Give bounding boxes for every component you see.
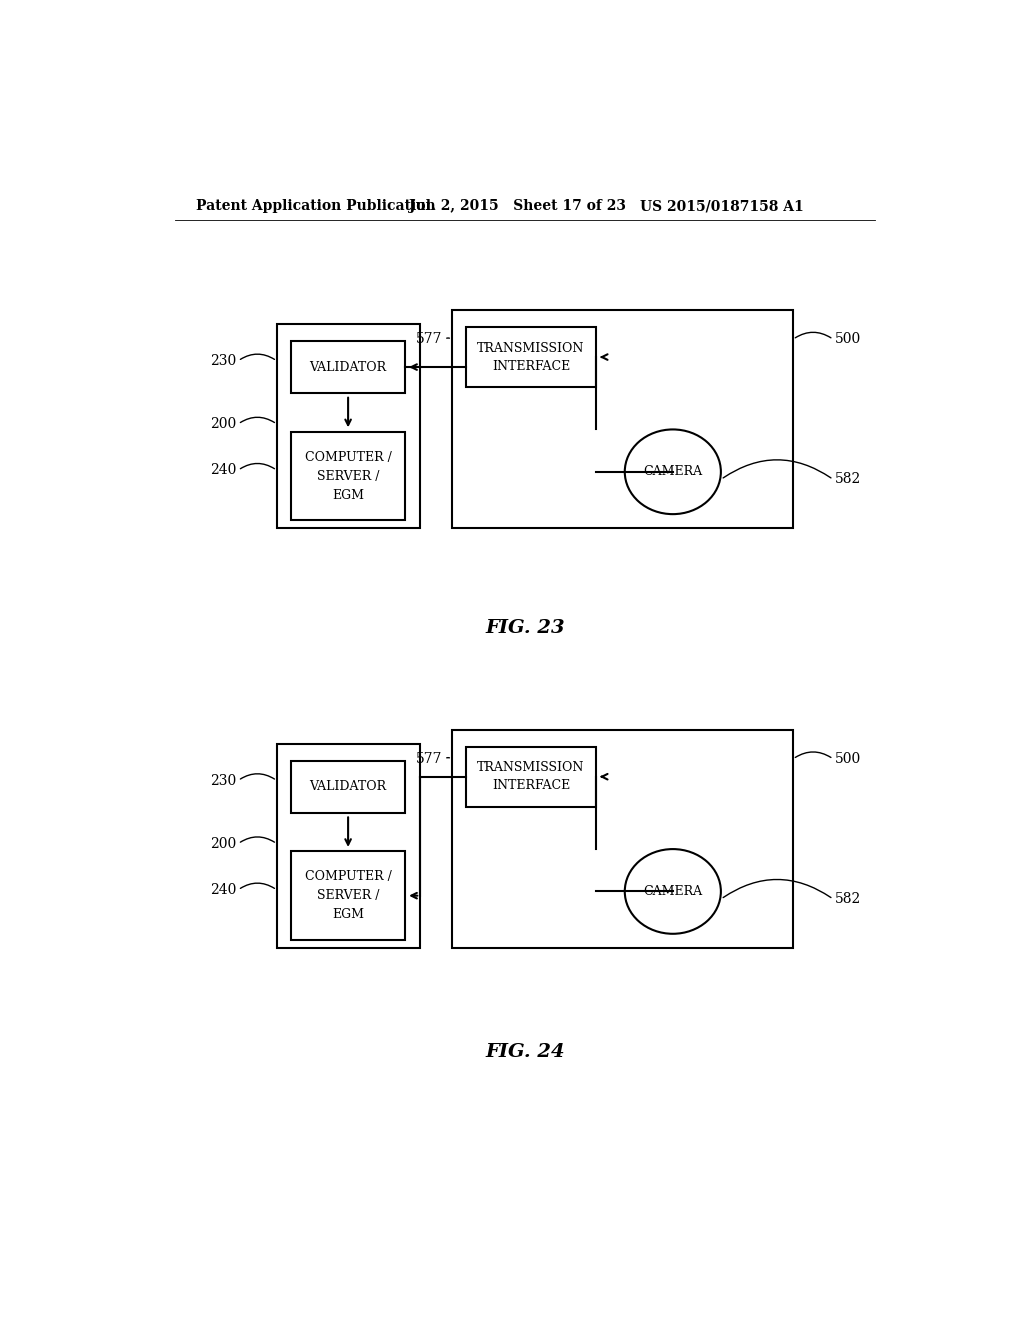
Text: 582: 582 xyxy=(835,473,861,487)
Text: 577: 577 xyxy=(416,752,442,766)
Text: 577: 577 xyxy=(416,333,442,346)
Text: 230: 230 xyxy=(210,774,237,788)
Text: Jul. 2, 2015   Sheet 17 of 23: Jul. 2, 2015 Sheet 17 of 23 xyxy=(409,199,626,213)
Bar xyxy=(452,310,793,528)
Text: FIG. 23: FIG. 23 xyxy=(485,619,564,638)
Text: 500: 500 xyxy=(835,333,861,346)
Text: COMPUTER /
SERVER /
EGM: COMPUTER / SERVER / EGM xyxy=(305,870,391,921)
Text: 230: 230 xyxy=(210,354,237,368)
Text: FIG. 24: FIG. 24 xyxy=(485,1043,564,1060)
Text: 582: 582 xyxy=(835,892,861,906)
Bar xyxy=(466,327,596,387)
Ellipse shape xyxy=(625,849,721,933)
Text: VALIDATOR: VALIDATOR xyxy=(309,360,387,374)
Bar xyxy=(452,730,793,948)
Text: US 2015/0187158 A1: US 2015/0187158 A1 xyxy=(640,199,803,213)
Bar xyxy=(291,341,406,393)
Text: 500: 500 xyxy=(835,752,861,766)
Text: VALIDATOR: VALIDATOR xyxy=(309,780,387,793)
Ellipse shape xyxy=(625,429,721,515)
Text: TRANSMISSION
INTERFACE: TRANSMISSION INTERFACE xyxy=(477,342,585,372)
Text: Patent Application Publication: Patent Application Publication xyxy=(197,199,436,213)
Bar xyxy=(466,747,596,807)
Bar xyxy=(276,323,420,528)
Bar xyxy=(276,743,420,948)
Text: 240: 240 xyxy=(210,883,237,896)
Text: COMPUTER /
SERVER /
EGM: COMPUTER / SERVER / EGM xyxy=(305,450,391,502)
Text: 200: 200 xyxy=(210,417,237,432)
Bar xyxy=(291,760,406,813)
Text: CAMERA: CAMERA xyxy=(643,465,702,478)
Bar xyxy=(291,432,406,520)
Text: TRANSMISSION
INTERFACE: TRANSMISSION INTERFACE xyxy=(477,762,585,792)
Text: 240: 240 xyxy=(210,463,237,478)
Text: 200: 200 xyxy=(210,837,237,850)
Bar xyxy=(291,851,406,940)
Text: CAMERA: CAMERA xyxy=(643,884,702,898)
